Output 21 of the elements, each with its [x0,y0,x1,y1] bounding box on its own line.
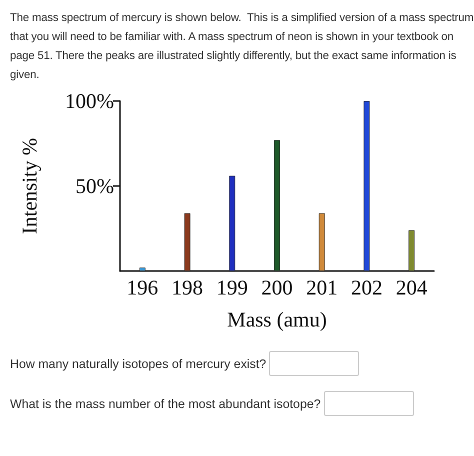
x-tick-label: 200 [261,276,293,300]
bar [184,213,190,271]
bar [139,268,146,271]
text: The mass spectrum of mercury is shown below. This is a simplified version of a mass spectrum that you will need to be familiar with. A mass spectrum of neon is shown in your textbook on page 51. There the peaks are illustrated slightly differently, but the exact same information is given. [10,11,474,83]
x-tick-label: 202 [350,276,382,300]
bar [274,140,280,271]
x-tick-label: 199 [216,276,248,300]
x-tick-label: 196 [126,276,158,300]
bar [318,213,325,271]
y-tick-label: 50% [76,174,114,198]
text: How many naturally isotopes of mercury exist? [10,356,266,370]
bar [364,101,370,271]
text: What is the mass number of the most abundant isotope? [10,396,321,410]
x-axis-title: Mass (amu) [227,308,327,332]
bar [408,230,415,271]
x-tick-label: 198 [172,276,204,300]
bar [229,176,236,271]
x-tick-label: 201 [306,276,338,300]
y-axis-title: Intensity % [18,138,42,234]
x-tick-label: 204 [396,276,428,300]
y-tick-label: 100% [65,89,114,113]
